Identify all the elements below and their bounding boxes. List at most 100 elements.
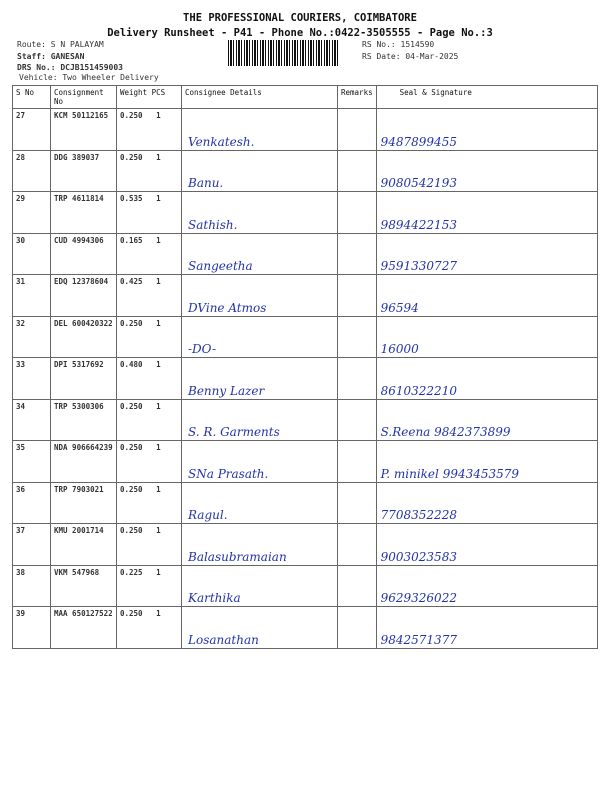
weight-pcs: 0.425 1 [116,274,182,317]
vehicle: Vehicle: Two Wheeler Delivery [19,73,159,82]
sno: 38 [12,564,51,607]
consignee-details: Sathish. [181,191,338,234]
consignee-name: DVine Atmos [188,300,267,315]
weight-pcs: 0.165 1 [116,232,182,275]
consignment-no: TRP 5300306 [50,398,117,441]
table-row: 36 TRP 7903021 0.250 1 Ragul. 7708352228 [12,481,599,524]
drs-number: DRS No.: DCJB151459003 [17,63,123,72]
consignee-details: Sangeetha [181,232,338,275]
signature-text: 9629326022 [380,591,457,605]
col-consignment: Consignment No [50,85,117,109]
consignee-name: SNa Prasath. [188,466,269,481]
sno: 34 [12,398,51,441]
weight-pcs: 0.250 1 [116,523,182,566]
table-row: 31 EDQ 12378604 0.425 1 DVine Atmos 9659… [12,274,599,317]
barcode [228,40,338,66]
sno: 33 [12,357,51,400]
sno: 36 [12,481,51,524]
weight-pcs: 0.225 1 [116,564,182,607]
remarks [337,523,377,566]
weight-pcs: 0.250 1 [116,481,182,524]
table-row: 30 CUD 4994306 0.165 1 Sangeetha 9591330… [12,232,599,275]
table-row: 35 NDA 906664239 0.250 1 SNa Prasath. P.… [12,440,599,483]
remarks [337,440,377,483]
seal-signature: 8610322210 [375,357,599,400]
seal-signature: 9629326022 [375,564,599,607]
remarks [337,357,377,400]
sno: 28 [12,149,51,192]
consignee-details: Venkatesh. [181,108,338,151]
signature-text: 9003023583 [380,549,457,564]
signature-text: 8610322210 [380,383,457,398]
col-remarks: Remarks [337,85,377,109]
sno: 30 [12,232,51,275]
weight-pcs: 0.250 1 [116,398,182,441]
consignee-name: Losanathan [188,632,259,647]
weight-pcs: 0.250 1 [116,440,182,483]
signature-text: 7708352228 [380,508,457,522]
consignee-details: Ragul. [181,481,338,524]
rs-number: RS No.: 1514590 [362,40,435,49]
sno: 35 [12,440,51,483]
route: Route: S N PALAYAM [17,40,104,49]
weight-pcs: 0.250 1 [116,149,182,192]
signature-text: 9842571377 [380,632,457,647]
consignee-details: Benny Lazer [181,357,338,400]
table-row: 34 TRP 5300306 0.250 1 S. R. Garments S.… [12,398,599,441]
col-signature: Seal & Signature [375,85,599,109]
remarks [337,315,377,358]
sno: 37 [12,523,51,566]
table-row: 28 DDG 389037 0.250 1 Banu. 9080542193 [12,149,599,192]
remarks [337,108,377,151]
seal-signature: 9591330727 [375,232,599,275]
rs-date: RS Date: 04-Mar-2025 [362,52,459,61]
consignee-details: Banu. [181,149,338,192]
remarks [337,481,377,524]
seal-signature: 96594 [375,274,599,317]
table-row: 29 TRP 4611814 0.535 1 Sathish. 98944221… [12,191,599,234]
weight-pcs: 0.250 1 [116,606,182,649]
consignee-details: S. R. Garments [181,398,338,441]
consignee-name: Balasubramaian [188,549,287,564]
seal-signature: 7708352228 [375,481,599,524]
consignee-name: S. R. Garments [188,425,280,439]
remarks [337,564,377,607]
consignee-name: -DO- [188,342,217,356]
consignment-no: KMU 2001714 [50,523,117,566]
seal-signature: 9842571377 [375,606,599,649]
consignment-no: DPI 5317692 [50,357,117,400]
consignment-no: NDA 906664239 [50,440,117,483]
consignment-no: DEL 600420322 [50,315,117,358]
weight-pcs: 0.535 1 [116,191,182,234]
signature-text: S.Reena 9842373899 [380,425,511,439]
consignee-details: Losanathan [181,606,338,649]
table-row: 37 KMU 2001714 0.250 1 Balasubramaian 90… [12,523,599,566]
sno: 39 [12,606,51,649]
table-row: 33 DPI 5317692 0.480 1 Benny Lazer 86103… [12,357,599,400]
signature-text: 9894422153 [380,217,457,232]
table-row: 39 MAA 650127522 0.250 1 Losanathan 9842… [12,606,599,649]
seal-signature: 9894422153 [375,191,599,234]
remarks [337,398,377,441]
sno: 29 [12,191,51,234]
sno: 32 [12,315,51,358]
signature-text: 9080542193 [380,176,457,190]
table-row: 27 KCM 50112165 0.250 1 Venkatesh. 94878… [12,108,599,151]
staff: Staff: GANESAN [17,52,85,61]
weight-pcs: 0.250 1 [116,315,182,358]
seal-signature: S.Reena 9842373899 [375,398,599,441]
consignee-details: -DO- [181,315,338,358]
consignee-details: Balasubramaian [181,523,338,566]
col-consignee: Consignee Details [181,85,338,109]
remarks [337,606,377,649]
consignment-no: MAA 650127522 [50,606,117,649]
consignee-name: Sathish. [188,217,238,232]
consignee-details: Karthika [181,564,338,607]
consignee-name: Banu. [188,176,224,190]
consignee-name: Benny Lazer [188,383,265,398]
signature-text: P. minikel 9943453579 [380,466,520,481]
seal-signature: 9487899455 [375,108,599,151]
consignment-no: TRP 7903021 [50,481,117,524]
col-sno: S No [12,85,51,109]
table-row: 38 VKM 547968 0.225 1 Karthika 962932602… [12,564,599,607]
